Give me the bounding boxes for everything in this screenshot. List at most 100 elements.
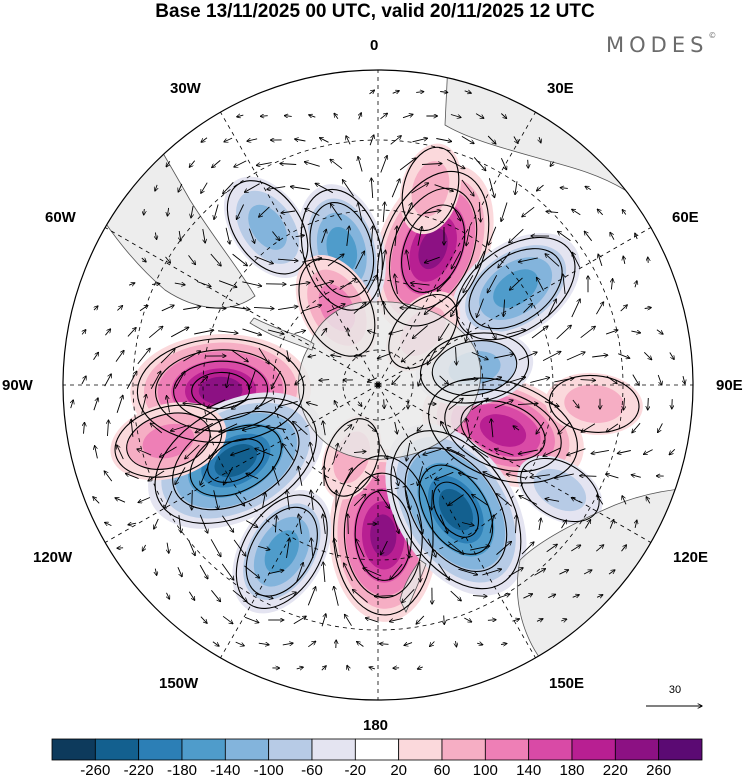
wind-vector-108 [610,232,615,240]
wind-vector-176 [620,305,628,312]
wind-vector-144 [411,283,430,285]
wind-vector-476 [536,619,543,622]
anomaly-level-5-5 [438,488,474,531]
wind-vector-33 [189,160,196,168]
wind-vector-119 [355,251,365,270]
wind-vector-388 [348,514,349,535]
wind-vector-53 [244,183,260,193]
wind-vector-223 [566,352,585,361]
wind-vector-210 [258,347,269,364]
wind-vector-26 [412,138,428,143]
wind-vector-327 [617,450,631,454]
wind-vector-242 [418,373,423,386]
wind-vector-132 [128,283,135,285]
wind-vector-69 [167,207,168,216]
wind-vector-458 [523,594,532,599]
contour-ring-2-1 [444,388,562,473]
wind-vector-136 [218,280,237,288]
wind-vector-60 [411,183,428,194]
wind-vector-402 [142,544,145,551]
wind-vector-180 [127,328,136,337]
anomaly-shading [110,143,643,622]
logo-copyright-mark: © [708,31,717,40]
wind-vector-211 [287,350,289,361]
wind-vector-4 [464,91,472,93]
wind-vector-325 [567,448,586,456]
wind-vector-372 [519,496,538,505]
contour-ring-7-1 [309,202,375,298]
contour-ring-4-3 [207,438,265,483]
wind-vector-281 [108,420,109,437]
wind-vector-172 [523,303,533,313]
wind-vector-270 [448,398,463,411]
anomaly-level-12-2 [142,423,195,459]
wind-vector-133 [152,284,160,285]
wind-vector-145 [437,276,452,292]
colorbar-label: -260 [80,762,111,779]
wind-vector-308 [159,446,177,457]
contour-ring-5-3 [432,481,480,538]
wind-vector-406 [233,539,246,556]
wind-vector-377 [646,497,651,504]
wind-vector-293 [395,421,398,434]
colorbar-label: -20 [344,762,367,779]
contour-ring-7-0 [300,188,383,311]
wind-vector-302 [606,423,619,432]
wind-vector-493 [321,666,326,671]
wind-vector-456 [472,596,487,597]
wind-vector-66 [560,188,568,189]
wind-vector-343 [418,466,423,485]
wind-vector-51 [201,182,208,194]
wind-vector-76 [330,204,342,221]
wind-vector-43 [421,164,442,165]
wind-vector-36 [256,162,272,166]
wind-vector-148 [510,277,523,290]
wind-vector-287 [242,425,262,431]
contour-ring-10-1 [431,340,518,396]
south-pole-marker [375,382,381,388]
wind-vector-423 [155,568,156,576]
wind-vector-329 [669,448,676,454]
wind-vector-202 [656,329,663,334]
wind-vector-429 [296,563,304,582]
wind-vector-315 [333,443,338,461]
wind-vector-420 [571,545,580,552]
wind-vector-392 [439,514,447,534]
wind-vector-421 [596,545,603,552]
wind-vector-186 [267,329,284,334]
wind-vector-361 [262,493,266,508]
colorbar-label: 260 [646,762,672,779]
wind-vector-370 [472,494,489,506]
contour-ring-12-0 [114,404,223,478]
wind-vector-304 [658,423,663,432]
wind-vector-68 [144,208,145,215]
contour-group-1 [136,338,305,443]
colorbar-label: -140 [210,762,241,779]
wind-vector-466 [293,616,306,625]
wind-vector-409 [311,538,313,559]
wind-vector-342 [393,466,399,485]
lon-label-60e: 60E [672,209,699,226]
wind-vector-487 [430,641,435,647]
wind-vector-111 [165,256,171,263]
wind-vector-412 [381,540,388,555]
wind-vector-241 [392,375,401,384]
wind-vector-419 [546,544,558,553]
wind-vector-457 [497,594,510,599]
wind-vector-283 [150,423,163,434]
wind-vector-174 [571,299,580,318]
wind-vector-273 [517,403,538,404]
wind-vector-178 [82,330,86,335]
wind-vector-317 [379,444,388,460]
contour-ring-12-1 [126,412,211,470]
lon-label-150w: 150W [159,675,199,692]
wind-vector-348 [530,474,550,478]
wind-vector-253 [683,375,685,384]
wind-vectors [71,90,685,671]
wind-vector-299 [536,421,545,434]
wind-vector-50 [178,183,183,192]
wind-vector-355 [115,498,126,503]
wind-vector-235 [249,370,256,390]
wind-vector-104 [509,228,524,243]
wind-vector-103 [488,226,497,245]
